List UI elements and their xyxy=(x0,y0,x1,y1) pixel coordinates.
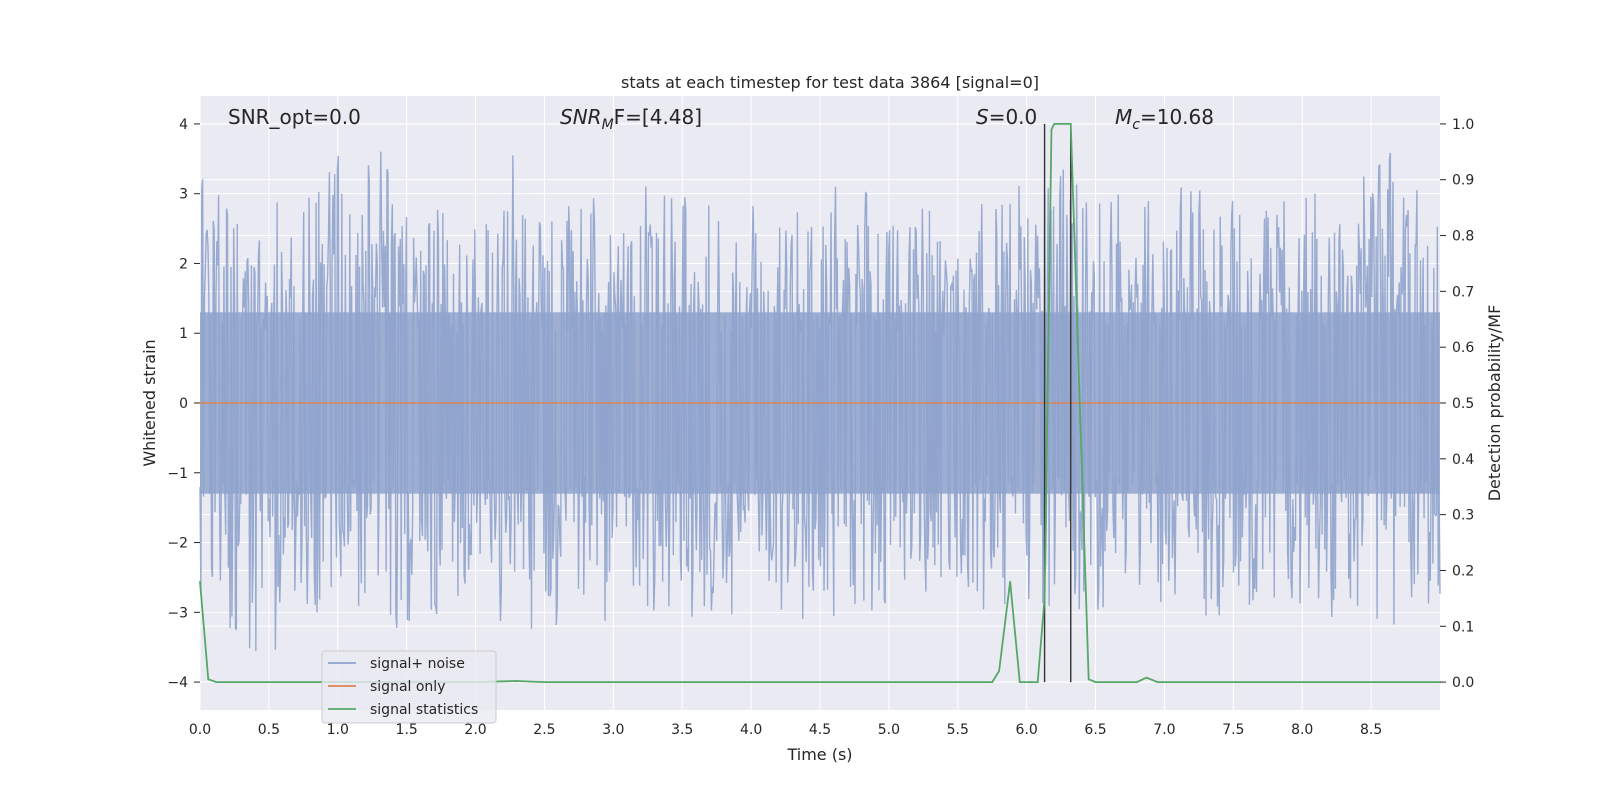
x-tick-label: 7.0 xyxy=(1153,722,1175,738)
signal-statistics-point xyxy=(1036,681,1039,683)
signal-statistics-point xyxy=(215,681,218,683)
legend: signal+ noise signal only signal statist… xyxy=(321,650,497,724)
annotation-snr-mf-main: SNR xyxy=(560,105,602,129)
signal-statistics-point xyxy=(998,670,1000,672)
y-left-tick-label: −1 xyxy=(167,466,188,482)
y-left-tick-label: 4 xyxy=(179,117,188,133)
signal-statistics-point xyxy=(1163,681,1166,683)
annotation-s-rest: =0.0 xyxy=(989,105,1038,129)
x-tick-label: 4.5 xyxy=(809,722,831,738)
y-right-tick-label: 0.8 xyxy=(1452,229,1474,245)
y-right-tick-label: 0.7 xyxy=(1452,284,1474,300)
annotation-s-main: S xyxy=(976,105,989,129)
y-right-tick-label: 0.5 xyxy=(1452,396,1474,412)
y-right-tick-label: 0.2 xyxy=(1452,563,1474,579)
y-left-tick-label: −4 xyxy=(167,675,188,691)
x-tick-label: 3.0 xyxy=(602,722,624,738)
annotation-snr-mf-rest: F=[4.48] xyxy=(614,105,702,129)
y-right-tick-label: 0.1 xyxy=(1452,619,1474,635)
y-left-tick-label: 1 xyxy=(179,326,188,342)
legend-label-signal-statistics: signal statistics xyxy=(370,702,478,718)
signal-noise-line xyxy=(199,151,1441,652)
y-left-tick-label: −3 xyxy=(167,605,188,621)
signal-statistics-point xyxy=(1301,681,1304,683)
legend-label-signal-only: signal only xyxy=(370,679,445,695)
signal-statistics-point xyxy=(1094,681,1097,683)
x-tick-label: 1.5 xyxy=(396,722,418,738)
x-tick-label: 6.0 xyxy=(1016,722,1038,738)
y-right-axis-label: Detection probability/MF xyxy=(1485,305,1504,502)
signal-statistics-point xyxy=(750,681,752,683)
x-tick-label: 0.0 xyxy=(189,722,211,738)
x-tick-label: 4.0 xyxy=(740,722,762,738)
y-left-axis-label: Whitened strain xyxy=(140,339,159,466)
signal-statistics-point xyxy=(1053,123,1056,125)
x-tick-label: 1.0 xyxy=(327,722,349,738)
x-tick-label: 0.5 xyxy=(258,722,280,738)
annotation-snr-mf-sub: M xyxy=(602,117,614,133)
annotation-mc-rest: =10.68 xyxy=(1140,105,1214,129)
x-tick-label: 2.0 xyxy=(464,722,486,738)
signal-statistics-point xyxy=(1156,681,1159,683)
y-right-tick-label: 0.9 xyxy=(1452,173,1474,189)
signal-statistics-point xyxy=(1050,128,1053,131)
x-tick-label: 7.5 xyxy=(1222,722,1244,738)
signal-statistics-point xyxy=(268,681,270,683)
annotation-mc: Mc=10.68 xyxy=(1115,105,1214,133)
annotation-mc-sub: c xyxy=(1132,117,1140,133)
signal-statistics-point xyxy=(1069,123,1072,125)
x-axis-label: Time (s) xyxy=(786,745,852,764)
annotation-snr-mf: SNRMF=[4.48] xyxy=(560,105,702,133)
x-tick-label: 2.5 xyxy=(533,722,555,738)
y-left-tick-label: 0 xyxy=(179,396,188,412)
y-right-tick-label: 0.4 xyxy=(1452,452,1474,468)
legend-box xyxy=(321,650,497,724)
chart-title: stats at each timestep for test data 386… xyxy=(621,73,1039,92)
signal-statistics-point xyxy=(1043,597,1046,600)
signal-statistics-point xyxy=(956,681,959,683)
signal-statistics-point xyxy=(1136,681,1138,683)
y-right-tick-label: 0.3 xyxy=(1452,508,1474,524)
signal-statistics-point xyxy=(1087,678,1090,681)
x-tick-label: 5.0 xyxy=(878,722,900,738)
y-right-tick-label: 0.6 xyxy=(1452,340,1474,356)
signal-statistics-point xyxy=(199,580,201,583)
signal-statistics-point xyxy=(207,678,210,681)
x-tick-label: 5.5 xyxy=(947,722,969,738)
x-tick-label: 6.5 xyxy=(1084,722,1106,738)
signal-statistics-point xyxy=(516,680,518,682)
y-left-axis-ticks: 4 3 2 1 0 −1 −2 −3 −4 xyxy=(167,117,200,691)
x-tick-label: 8.0 xyxy=(1291,722,1313,738)
y-left-tick-label: 2 xyxy=(179,256,188,272)
signal-statistics-point xyxy=(1145,676,1148,679)
signal-statistics-point xyxy=(612,681,615,683)
signal-statistics-point xyxy=(1009,580,1011,583)
signal-statistics-point xyxy=(991,681,994,683)
annotation-snr-opt: SNR_opt=0.0 xyxy=(228,105,361,129)
signal-statistics-point xyxy=(1018,681,1021,683)
y-right-axis-ticks: 1.0 0.9 0.8 0.7 0.6 0.5 0.4 0.3 0.2 0.1 0.0 xyxy=(1440,117,1474,691)
annotation-mc-main: M xyxy=(1115,105,1132,129)
x-tick-label: 8.5 xyxy=(1360,722,1382,738)
x-tick-label: 3.5 xyxy=(671,722,693,738)
y-left-tick-label: 3 xyxy=(179,187,188,203)
signal-statistics-point xyxy=(888,681,890,683)
legend-label-signal-noise: signal+ noise xyxy=(370,656,465,672)
signal-statistics-point xyxy=(543,681,546,683)
y-right-tick-label: 0.0 xyxy=(1452,675,1474,691)
x-axis-ticks: 0.0 0.5 1.0 1.5 2.0 2.5 3.0 3.5 4.0 4.5 5.0 5.5 6.0 6… xyxy=(189,722,1382,738)
y-left-tick-label: −2 xyxy=(167,536,188,552)
y-right-tick-label: 1.0 xyxy=(1452,117,1474,133)
annotation-s: S=0.0 xyxy=(976,105,1037,129)
